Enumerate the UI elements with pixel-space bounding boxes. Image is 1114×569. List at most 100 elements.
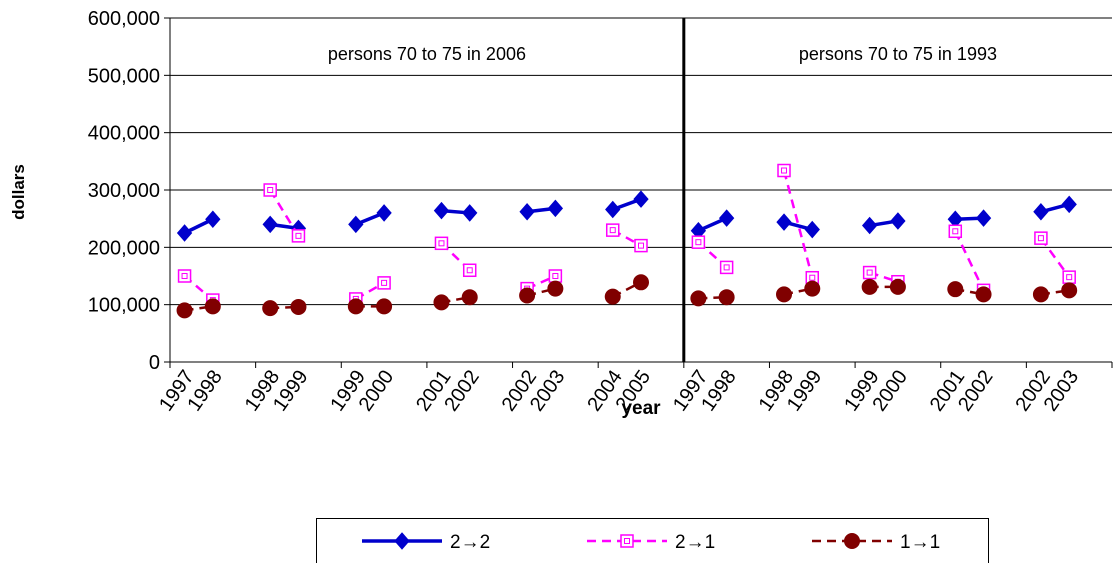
series-point <box>376 298 393 315</box>
y-tick-label: 100,000 <box>88 295 160 317</box>
series-point <box>862 265 877 280</box>
series-point-inner <box>438 240 445 247</box>
series-point <box>176 302 193 319</box>
series-point <box>433 201 450 220</box>
series-point <box>462 204 478 222</box>
series-point <box>347 298 364 315</box>
series-point-inner <box>1037 235 1044 242</box>
legend: 2→2 2→1 1→1 <box>316 518 989 563</box>
y-axis-label: dollars <box>9 164 28 220</box>
series-point <box>290 298 307 315</box>
series-point <box>718 209 735 227</box>
series-point <box>975 209 992 227</box>
series-point <box>204 298 221 315</box>
series-point <box>548 269 563 283</box>
series-point <box>947 281 964 298</box>
legend-label: 1→1 <box>900 532 940 553</box>
series-point-inner <box>866 269 873 276</box>
series-point <box>1061 195 1077 214</box>
series-point <box>948 224 963 239</box>
legend-items: 2→2 2→1 1→1 <box>362 532 940 553</box>
series-point <box>291 229 306 243</box>
series-point <box>890 212 906 230</box>
panel-label: persons 70 to 75 in 1993 <box>799 44 997 64</box>
y-tick-label: 600,000 <box>88 8 160 30</box>
series-point <box>348 215 364 234</box>
legend-label: 2→1 <box>675 532 715 553</box>
series-point <box>691 235 706 249</box>
series-point <box>1062 270 1076 284</box>
series-point <box>394 532 410 550</box>
series-point-inner <box>181 273 188 279</box>
panel-labels: persons 70 to 75 in 2006 persons 70 to 75… <box>328 44 997 64</box>
series-point-inner <box>381 279 388 286</box>
series-point <box>605 200 621 219</box>
panel-label: persons 70 to 75 in 2006 <box>328 44 526 64</box>
series-point <box>433 294 450 311</box>
series-point <box>205 210 221 228</box>
series-point <box>377 276 391 290</box>
y-tick-label: 400,000 <box>88 123 160 145</box>
series-point <box>1032 286 1049 303</box>
series-point <box>461 289 478 306</box>
series-point <box>633 190 649 208</box>
series-point-inner <box>295 232 302 239</box>
series-point <box>1061 282 1078 299</box>
y-tick-label: 500,000 <box>88 65 160 87</box>
series-point <box>889 278 906 295</box>
series-point <box>604 288 621 305</box>
series-point <box>777 163 791 178</box>
series-point <box>547 280 564 297</box>
series-layer <box>176 163 1078 319</box>
series-point <box>633 274 649 291</box>
series-point <box>804 220 820 239</box>
series-point <box>263 183 277 197</box>
series-point-inner <box>624 538 630 544</box>
gridlines <box>164 17 1112 363</box>
series-point <box>718 289 735 306</box>
series-point-inner <box>952 228 959 235</box>
series-point <box>177 269 192 283</box>
series-point <box>519 203 535 221</box>
series-point <box>776 213 792 231</box>
series-point-inner <box>809 274 816 281</box>
series-point-inner <box>638 242 644 249</box>
y-tick-label: 0 <box>149 352 160 374</box>
series-point <box>620 534 634 548</box>
series-point-inner <box>1066 274 1073 281</box>
legend-label: 2→2 <box>450 532 490 553</box>
series-line-segment <box>954 230 985 291</box>
series-point-inner <box>723 264 730 271</box>
series-point <box>844 533 860 549</box>
series-point <box>376 204 392 222</box>
series-point-inner <box>609 227 616 234</box>
series-point <box>776 286 793 303</box>
series-point-inner <box>695 239 702 246</box>
series-point-inner <box>552 273 559 279</box>
series-point-inner <box>267 187 274 193</box>
series-point <box>719 260 734 275</box>
series-point <box>861 278 878 295</box>
series-point <box>634 238 648 253</box>
y-tick-labels: 0 100,000 200,000 300,000 400,000 500,000 600,… <box>88 8 160 374</box>
series-point <box>462 263 477 278</box>
series-point <box>605 223 620 237</box>
series-point <box>262 300 279 317</box>
y-tick-label: 300,000 <box>88 180 160 202</box>
series-point <box>176 224 193 242</box>
axes <box>169 18 1113 368</box>
series-point-inner <box>781 167 788 174</box>
series-point-inner <box>466 267 473 274</box>
series-point <box>434 236 449 251</box>
series-point <box>1034 231 1048 245</box>
series-point <box>804 280 821 297</box>
series-point <box>547 199 564 218</box>
series-point <box>1033 203 1049 221</box>
series-point <box>690 290 707 307</box>
y-tick-label: 200,000 <box>88 237 160 259</box>
series-point <box>975 286 992 303</box>
series-line-segment <box>782 170 814 279</box>
x-axis-label: year <box>621 398 661 419</box>
